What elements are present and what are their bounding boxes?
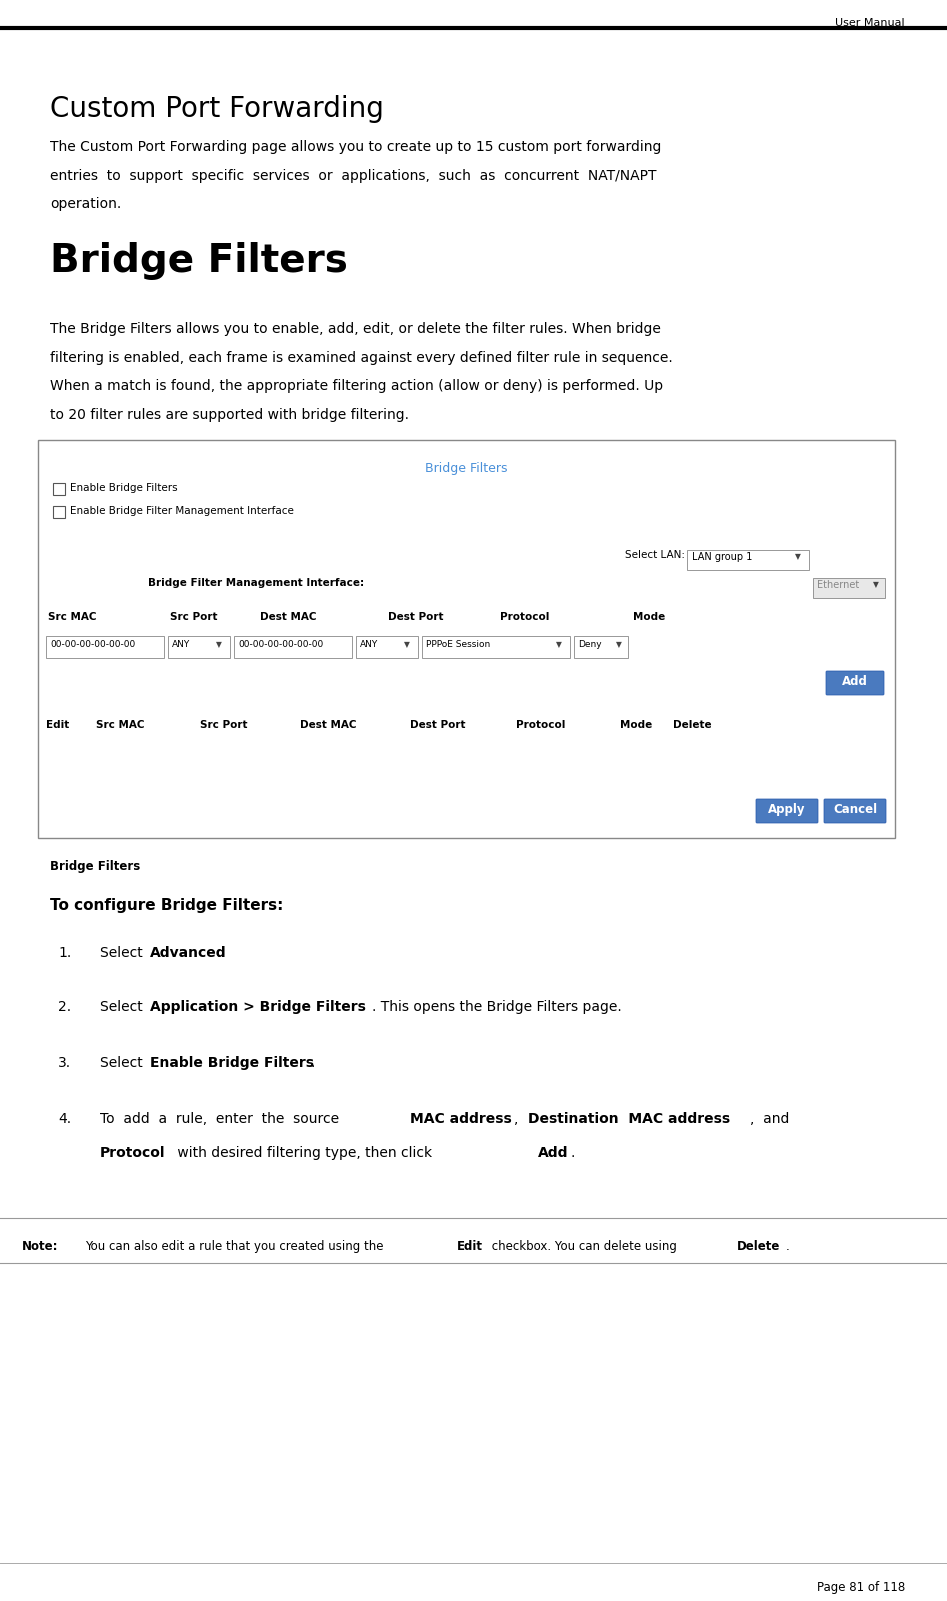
Text: 4.: 4. bbox=[58, 1113, 71, 1126]
Text: filtering is enabled, each frame is examined against every defined filter rule i: filtering is enabled, each frame is exam… bbox=[50, 351, 672, 365]
Text: Src MAC: Src MAC bbox=[48, 612, 97, 623]
Text: 1.: 1. bbox=[58, 946, 71, 961]
Text: Src Port: Src Port bbox=[170, 612, 218, 623]
Bar bbox=[813, 578, 885, 599]
Bar bbox=[234, 636, 352, 658]
Text: Select LAN:: Select LAN: bbox=[625, 551, 685, 560]
Text: ▼: ▼ bbox=[616, 640, 622, 648]
Text: Bridge Filters: Bridge Filters bbox=[50, 860, 140, 873]
Text: . This opens the Bridge Filters page.: . This opens the Bridge Filters page. bbox=[372, 1001, 622, 1013]
Text: Select: Select bbox=[100, 1057, 147, 1069]
Text: Src Port: Src Port bbox=[200, 720, 247, 730]
Text: The Custom Port Forwarding page allows you to create up to 15 custom port forwar: The Custom Port Forwarding page allows y… bbox=[50, 139, 661, 154]
Text: Src MAC: Src MAC bbox=[96, 720, 145, 730]
Text: To  add  a  rule,  enter  the  source: To add a rule, enter the source bbox=[100, 1113, 348, 1126]
Text: Select: Select bbox=[100, 1001, 147, 1013]
Text: Page 81 of 118: Page 81 of 118 bbox=[816, 1582, 905, 1595]
Text: PPPoE Session: PPPoE Session bbox=[426, 640, 491, 648]
Text: 3.: 3. bbox=[58, 1057, 71, 1069]
Text: Protocol: Protocol bbox=[516, 720, 565, 730]
Text: Protocol: Protocol bbox=[500, 612, 549, 623]
Text: .: . bbox=[217, 946, 222, 961]
Text: Dest MAC: Dest MAC bbox=[300, 720, 356, 730]
Bar bbox=[574, 636, 628, 658]
Text: Note:: Note: bbox=[22, 1241, 59, 1254]
Text: Mode: Mode bbox=[620, 720, 652, 730]
Text: .: . bbox=[571, 1146, 576, 1161]
Bar bbox=[356, 636, 418, 658]
Text: Dest MAC: Dest MAC bbox=[260, 612, 316, 623]
Text: The Bridge Filters allows you to enable, add, edit, or delete the filter rules. : The Bridge Filters allows you to enable,… bbox=[50, 322, 661, 336]
Text: When a match is found, the appropriate filtering action (allow or deny) is perfo: When a match is found, the appropriate f… bbox=[50, 379, 663, 392]
Text: Bridge Filter Management Interface:: Bridge Filter Management Interface: bbox=[148, 578, 365, 588]
Text: Deny: Deny bbox=[578, 640, 601, 648]
Text: User Manual: User Manual bbox=[835, 18, 905, 27]
FancyBboxPatch shape bbox=[826, 671, 884, 695]
Text: Edit: Edit bbox=[46, 720, 69, 730]
Text: Protocol: Protocol bbox=[100, 1146, 166, 1161]
Text: Add: Add bbox=[538, 1146, 568, 1161]
Text: entries  to  support  specific  services  or  applications,  such  as  concurren: entries to support specific services or … bbox=[50, 168, 656, 183]
Text: .: . bbox=[310, 1057, 314, 1069]
Text: ▼: ▼ bbox=[873, 580, 879, 589]
Bar bbox=[53, 484, 65, 495]
Bar bbox=[422, 636, 570, 658]
Text: .: . bbox=[786, 1241, 790, 1254]
Text: 2.: 2. bbox=[58, 1001, 71, 1013]
Text: ▼: ▼ bbox=[216, 640, 222, 648]
Text: Dest Port: Dest Port bbox=[388, 612, 443, 623]
Text: Advanced: Advanced bbox=[150, 946, 226, 961]
Text: Dest Port: Dest Port bbox=[410, 720, 466, 730]
Text: You can also edit a rule that you created using the: You can also edit a rule that you create… bbox=[85, 1241, 387, 1254]
Text: Ethernet: Ethernet bbox=[817, 580, 859, 591]
Text: Delete: Delete bbox=[737, 1241, 780, 1254]
Text: Apply: Apply bbox=[768, 804, 806, 817]
Text: Delete: Delete bbox=[673, 720, 711, 730]
Text: Cancel: Cancel bbox=[833, 804, 877, 817]
Text: Mode: Mode bbox=[633, 612, 665, 623]
Bar bbox=[168, 636, 230, 658]
Bar bbox=[46, 636, 164, 658]
Text: 00-00-00-00-00-00: 00-00-00-00-00-00 bbox=[238, 640, 323, 648]
Bar bbox=[687, 551, 809, 570]
Text: ▼: ▼ bbox=[404, 640, 410, 648]
Text: ,  and: , and bbox=[750, 1113, 790, 1126]
Bar bbox=[53, 506, 65, 519]
Text: with desired filtering type, then click: with desired filtering type, then click bbox=[173, 1146, 437, 1161]
Text: Bridge Filters: Bridge Filters bbox=[425, 463, 508, 475]
FancyBboxPatch shape bbox=[824, 799, 886, 823]
Text: Application > Bridge Filters: Application > Bridge Filters bbox=[150, 1001, 366, 1013]
Text: ,: , bbox=[514, 1113, 518, 1126]
Text: checkbox. You can delete using: checkbox. You can delete using bbox=[488, 1241, 681, 1254]
Text: Custom Port Forwarding: Custom Port Forwarding bbox=[50, 94, 384, 123]
Text: ▼: ▼ bbox=[556, 640, 562, 648]
Text: Enable Bridge Filters: Enable Bridge Filters bbox=[70, 484, 178, 493]
Text: operation.: operation. bbox=[50, 197, 121, 211]
Text: ANY: ANY bbox=[360, 640, 378, 648]
Text: Add: Add bbox=[842, 676, 868, 688]
Text: Enable Bridge Filter Management Interface: Enable Bridge Filter Management Interfac… bbox=[70, 506, 294, 516]
Text: LAN group 1: LAN group 1 bbox=[692, 552, 752, 562]
Text: to 20 filter rules are supported with bridge filtering.: to 20 filter rules are supported with br… bbox=[50, 408, 409, 421]
FancyBboxPatch shape bbox=[756, 799, 818, 823]
Text: Destination  MAC address: Destination MAC address bbox=[528, 1113, 730, 1126]
Text: MAC address: MAC address bbox=[410, 1113, 511, 1126]
Text: To configure Bridge Filters:: To configure Bridge Filters: bbox=[50, 898, 283, 913]
Text: 00-00-00-00-00-00: 00-00-00-00-00-00 bbox=[50, 640, 135, 648]
Text: Select: Select bbox=[100, 946, 147, 961]
Text: ▼: ▼ bbox=[795, 552, 801, 560]
Bar bbox=[38, 440, 895, 837]
Text: Enable Bridge Filters: Enable Bridge Filters bbox=[150, 1057, 314, 1069]
Text: Edit: Edit bbox=[457, 1241, 483, 1254]
Text: Bridge Filters: Bridge Filters bbox=[50, 242, 348, 280]
Text: ANY: ANY bbox=[172, 640, 190, 648]
